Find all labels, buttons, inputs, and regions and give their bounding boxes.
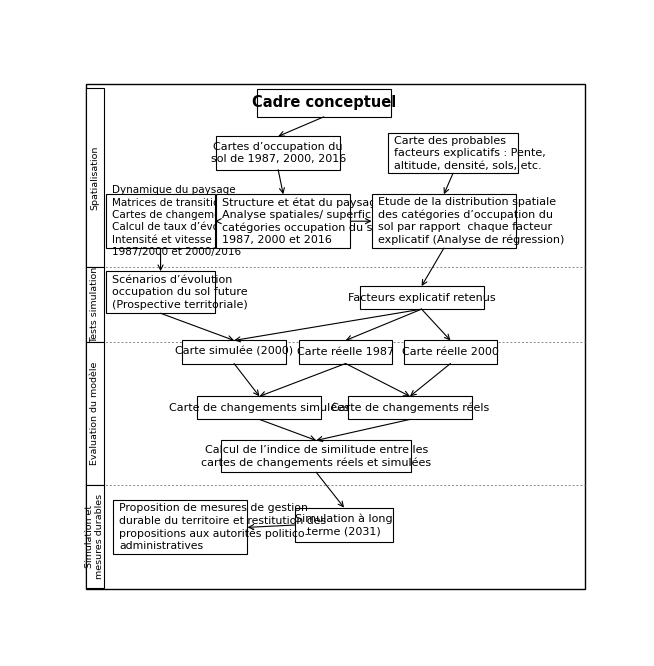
Text: Structure et état du paysage
Analyse spatiales/ superficie
catégories occupation: Structure et état du paysage Analyse spa… — [222, 197, 400, 245]
Text: Etude de la distribution spatiale
des catégories d’occupation du
sol par rapport: Etude de la distribution spatiale des ca… — [378, 197, 564, 246]
Text: Carte simulée (2000): Carte simulée (2000) — [175, 347, 293, 357]
Text: Simulation à long
terme (2031): Simulation à long terme (2031) — [295, 513, 393, 537]
Bar — [299, 340, 392, 364]
Bar — [216, 137, 340, 170]
Text: Facteurs explicatif retenus: Facteurs explicatif retenus — [348, 292, 496, 302]
Bar — [221, 440, 411, 472]
Text: Evaluation du modèle: Evaluation du modèle — [90, 362, 99, 466]
Bar — [182, 340, 286, 364]
Text: Carte réelle 2000: Carte réelle 2000 — [402, 347, 499, 357]
Bar — [86, 88, 103, 267]
Bar — [360, 286, 484, 309]
Bar — [86, 485, 103, 587]
Bar — [86, 267, 103, 342]
Text: Carte réelle 1987: Carte réelle 1987 — [297, 347, 394, 357]
Text: Scénarios d’évolution
occupation du sol future
(Prospective territoriale): Scénarios d’évolution occupation du sol … — [112, 275, 248, 310]
Bar — [106, 194, 215, 248]
Bar — [294, 507, 394, 543]
Text: Spatialisation: Spatialisation — [90, 145, 99, 210]
Bar — [348, 396, 472, 420]
Bar — [388, 133, 518, 173]
Text: Simulation et
mesures durables: Simulation et mesures durables — [85, 494, 105, 579]
Text: Tests simulation: Tests simulation — [90, 266, 99, 343]
Text: Cartes d’occupation du
sol de 1987, 2000, 2016: Cartes d’occupation du sol de 1987, 2000… — [211, 142, 346, 165]
Bar — [371, 194, 516, 248]
Text: Carte de changements simulées: Carte de changements simulées — [169, 403, 350, 413]
Text: Carte de changements réels: Carte de changements réels — [331, 403, 489, 413]
Bar — [198, 396, 322, 420]
Text: Proposition de mesures de gestion
durable du territoire et restitution des
propo: Proposition de mesures de gestion durabl… — [119, 503, 326, 551]
Bar — [86, 342, 103, 485]
Text: Dynamique du paysage
Matrices de transition
Cartes de changements
Calcul de taux: Dynamique du paysage Matrices de transit… — [112, 185, 252, 257]
Bar — [404, 340, 498, 364]
Text: Carte des probables
facteurs explicatifs : Pente,
altitude, densité, sols, etc.: Carte des probables facteurs explicatifs… — [394, 136, 546, 170]
Bar — [216, 194, 351, 248]
Text: Calcul de l’indice de similitude entre les
cartes de changements réels et simulé: Calcul de l’indice de similitude entre l… — [201, 445, 431, 468]
Bar — [106, 271, 215, 313]
Bar — [113, 500, 247, 554]
Bar — [256, 89, 391, 117]
Text: Cadre conceptuel: Cadre conceptuel — [252, 95, 396, 111]
